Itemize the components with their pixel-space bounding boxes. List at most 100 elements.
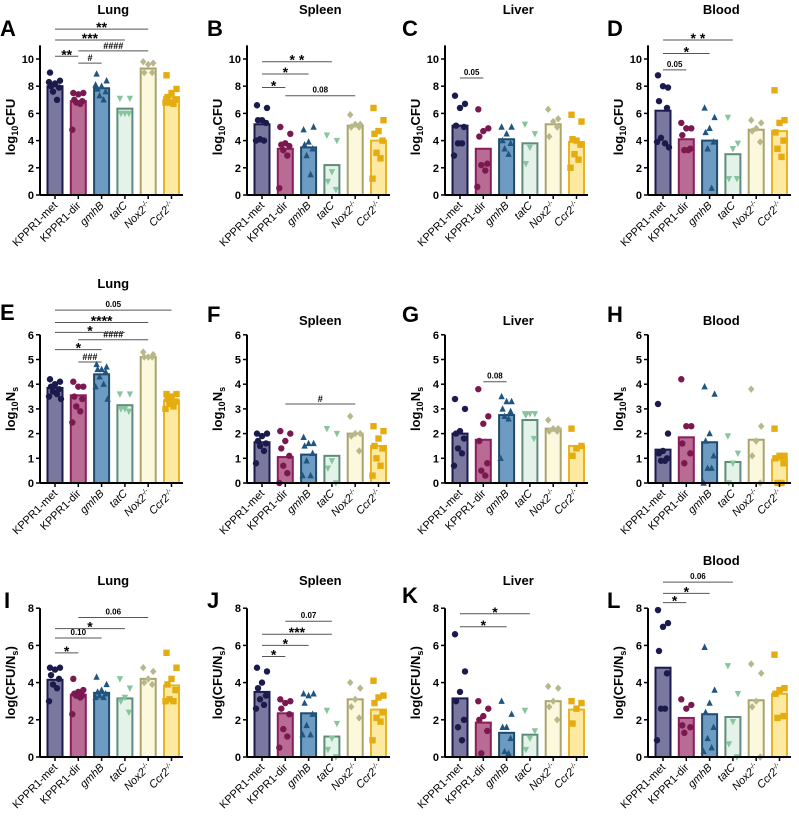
data-point — [531, 131, 539, 138]
data-point — [69, 711, 76, 718]
data-point — [356, 447, 363, 455]
x-tick-label-superscript: -/- — [748, 199, 758, 209]
data-point — [310, 690, 317, 697]
x-tick-label-superscript: -/- — [545, 761, 555, 771]
data-point — [522, 746, 530, 754]
data-point — [93, 70, 100, 77]
bar-Nox2 — [139, 356, 157, 484]
data-point — [452, 698, 460, 705]
data-point — [280, 725, 287, 733]
data-point — [305, 691, 312, 699]
x-tick-label-superscript: -/- — [568, 761, 578, 771]
data-point — [352, 695, 359, 704]
chart-title: Spleen — [299, 2, 342, 17]
data-point — [568, 111, 575, 118]
y-tick-label: 8 — [433, 81, 439, 93]
data-point — [55, 675, 63, 683]
data-point — [478, 467, 485, 474]
bar-KPPR1-met — [654, 666, 672, 758]
y-tick-label: 0 — [433, 478, 439, 490]
data-point — [92, 693, 99, 701]
y-axis-label-part: ) — [408, 646, 423, 650]
data-point — [377, 155, 384, 162]
data-point — [328, 735, 336, 743]
significance-label: * — [684, 44, 690, 60]
significance-label: ### — [82, 352, 97, 362]
data-point — [284, 469, 291, 477]
data-point — [507, 734, 514, 742]
data-point — [734, 140, 742, 148]
y-tick-label: 0 — [28, 752, 34, 764]
significance-label: #### — [103, 330, 123, 340]
y-axis-label-part: log — [408, 136, 423, 156]
data-point — [375, 127, 382, 135]
y-axis-label-part: ) — [3, 646, 18, 650]
x-tick-label-text: gmhB — [483, 200, 512, 229]
data-point — [77, 694, 84, 701]
data-point — [661, 457, 669, 464]
panel-letter: E — [0, 300, 15, 325]
y-axis-label: log10 CFU — [3, 99, 20, 156]
data-point — [149, 353, 156, 361]
data-point — [149, 68, 156, 77]
data-point — [729, 146, 737, 153]
bar-Nox2 — [139, 677, 157, 759]
data-point — [47, 671, 55, 679]
data-point — [460, 716, 468, 723]
data-point — [678, 376, 685, 383]
data-point — [550, 117, 557, 126]
data-point — [729, 718, 737, 726]
y-axis-label-part: ) — [611, 646, 626, 650]
data-point — [309, 710, 316, 717]
significance-label: 0.08 — [312, 86, 328, 95]
chart-title: Spleen — [299, 313, 342, 328]
x-tick-label: Nox2-/- — [730, 761, 762, 793]
data-point — [681, 729, 688, 737]
bar-KPPR1-dir — [69, 100, 87, 196]
bar-gmhB — [300, 146, 318, 196]
x-tick-label-superscript: -/- — [568, 487, 578, 497]
data-point — [80, 89, 87, 97]
data-point — [476, 716, 483, 723]
data-point — [141, 678, 148, 687]
y-tick-label: 8 — [28, 81, 34, 93]
y-axis-label-part: 10 — [415, 401, 425, 411]
y-tick-label: 6 — [636, 640, 642, 652]
data-point — [683, 422, 690, 430]
data-point — [145, 675, 152, 683]
y-tick-label: 0 — [235, 478, 241, 490]
data-point — [256, 442, 264, 450]
data-point — [276, 744, 283, 751]
data-point — [654, 72, 662, 79]
data-point — [655, 450, 663, 457]
data-point — [567, 164, 574, 171]
data-point — [734, 450, 742, 458]
y-tick-label: 2 — [235, 715, 241, 727]
x-tick-label-superscript: -/- — [370, 487, 380, 497]
x-tick-label: Nox2-/- — [527, 487, 559, 519]
data-point — [92, 382, 99, 390]
x-tick-label-superscript: -/- — [163, 761, 173, 771]
x-tick-label: Nox2-/- — [730, 199, 762, 231]
data-point — [75, 383, 82, 390]
x-tick-label: Nox2-/- — [329, 199, 361, 231]
data-point — [263, 104, 271, 112]
data-point — [323, 707, 331, 715]
data-point — [661, 140, 669, 147]
data-point — [661, 705, 669, 712]
data-point — [724, 433, 732, 440]
x-tick-label-text: gmhB — [483, 488, 512, 517]
data-point — [485, 125, 492, 132]
data-point — [141, 68, 148, 77]
data-point — [550, 424, 557, 433]
data-point — [301, 140, 308, 148]
data-point — [94, 85, 101, 92]
data-point — [260, 137, 268, 144]
data-point — [522, 161, 530, 168]
y-tick-label: 4 — [28, 379, 35, 391]
y-tick-label: 4 — [28, 136, 35, 148]
data-point — [357, 684, 364, 692]
data-point — [307, 170, 314, 178]
data-point — [753, 124, 760, 133]
